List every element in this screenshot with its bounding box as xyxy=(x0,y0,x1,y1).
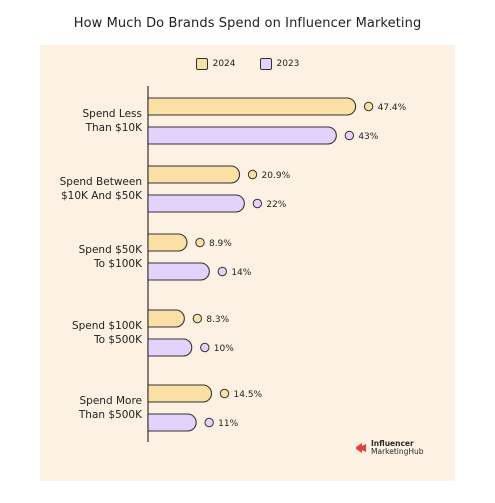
value-label-2023-4: 11% xyxy=(218,419,238,429)
legend-swatch-2023 xyxy=(259,58,272,70)
bar-2024-2 xyxy=(147,233,188,252)
bar-2024-3 xyxy=(147,309,185,328)
category-label-2: Spend $50K To $100K xyxy=(2,243,142,271)
category-label-2-line-1: To $100K xyxy=(94,258,142,270)
category-label-2-line-0: Spend $50K xyxy=(78,244,142,256)
value-label-2024-4: 14.5% xyxy=(234,390,263,400)
influencer-marketinghub-logo-icon xyxy=(356,443,366,453)
category-label-4-line-0: Spend More xyxy=(79,395,142,407)
legend: 2024 2023 xyxy=(0,58,495,70)
bar-2023-4 xyxy=(147,413,197,432)
value-label-2023-3: 10% xyxy=(214,344,234,354)
bar-2023-0 xyxy=(147,126,337,145)
value-marker-2024-0 xyxy=(363,101,374,112)
value-marker-2023-2 xyxy=(217,266,228,277)
category-label-4: Spend More Than $500K xyxy=(2,394,142,422)
value-marker-2023-4 xyxy=(204,417,214,428)
category-label-0-line-0: Spend Less xyxy=(82,108,142,120)
category-label-0: Spend Less Than $10K xyxy=(2,107,142,135)
category-label-4-line-1: Than $500K xyxy=(78,409,142,421)
value-marker-2023-0 xyxy=(344,130,355,141)
category-label-3-line-0: Spend $100K xyxy=(71,320,142,332)
logo-line2: MarketingHub xyxy=(371,447,424,456)
category-label-3-line-1: To $500K xyxy=(94,334,142,346)
bar-2023-2 xyxy=(147,262,210,281)
category-label-0-line-1: Than $10K xyxy=(85,122,142,134)
value-label-2023-1: 22% xyxy=(266,200,286,210)
category-label-1-line-1: $10K And $50K xyxy=(60,190,142,202)
value-marker-2023-1 xyxy=(252,198,263,209)
bar-2024-0 xyxy=(147,97,357,116)
bar-2023-1 xyxy=(147,194,245,213)
bar-2024-1 xyxy=(147,165,241,184)
value-label-2024-0: 47.4% xyxy=(378,103,407,113)
value-label-2024-3: 8.3% xyxy=(206,315,229,325)
value-marker-2024-4 xyxy=(219,388,230,399)
bar-2023-3 xyxy=(147,338,193,357)
value-label-2023-0: 43% xyxy=(358,132,378,142)
bar-2024-4 xyxy=(147,384,212,403)
legend-item-2023: 2023 xyxy=(259,58,300,70)
value-marker-2024-3 xyxy=(192,313,203,324)
value-label-2023-2: 14% xyxy=(231,268,251,278)
category-label-1: Spend Between $10K And $50K xyxy=(2,175,142,203)
value-marker-2024-1 xyxy=(247,169,258,180)
logo-line1: Influencer xyxy=(371,439,414,448)
category-label-3: Spend $100K To $500K xyxy=(2,319,142,347)
chart-title: How Much Do Brands Spend on Influencer M… xyxy=(73,16,422,31)
value-marker-2023-3 xyxy=(200,342,210,353)
influencer-marketinghub-logo: Influencer MarketingHub xyxy=(354,440,424,456)
value-label-2024-2: 8.9% xyxy=(209,239,232,249)
legend-label-2024: 2024 xyxy=(212,59,236,69)
legend-swatch-2024 xyxy=(195,58,208,70)
value-label-2024-1: 20.9% xyxy=(262,171,291,181)
logo-text: Influencer MarketingHub xyxy=(371,440,424,456)
category-label-1-line-0: Spend Between xyxy=(59,176,142,188)
legend-label-2023: 2023 xyxy=(276,59,300,69)
legend-item-2024: 2024 xyxy=(195,58,236,70)
chart-panel xyxy=(40,45,455,481)
value-marker-2024-2 xyxy=(195,237,205,248)
